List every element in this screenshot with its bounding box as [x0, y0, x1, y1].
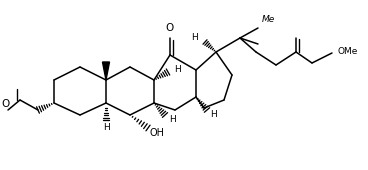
Text: O: O: [166, 23, 174, 33]
Text: H: H: [210, 110, 217, 120]
Polygon shape: [103, 62, 110, 80]
Text: OMe: OMe: [337, 47, 357, 56]
Text: H: H: [169, 115, 176, 124]
Text: H: H: [174, 65, 181, 74]
Text: H: H: [191, 32, 198, 41]
Text: OH: OH: [150, 128, 165, 138]
Text: O: O: [2, 99, 10, 109]
Text: Me: Me: [262, 15, 275, 24]
Text: H: H: [103, 123, 109, 132]
